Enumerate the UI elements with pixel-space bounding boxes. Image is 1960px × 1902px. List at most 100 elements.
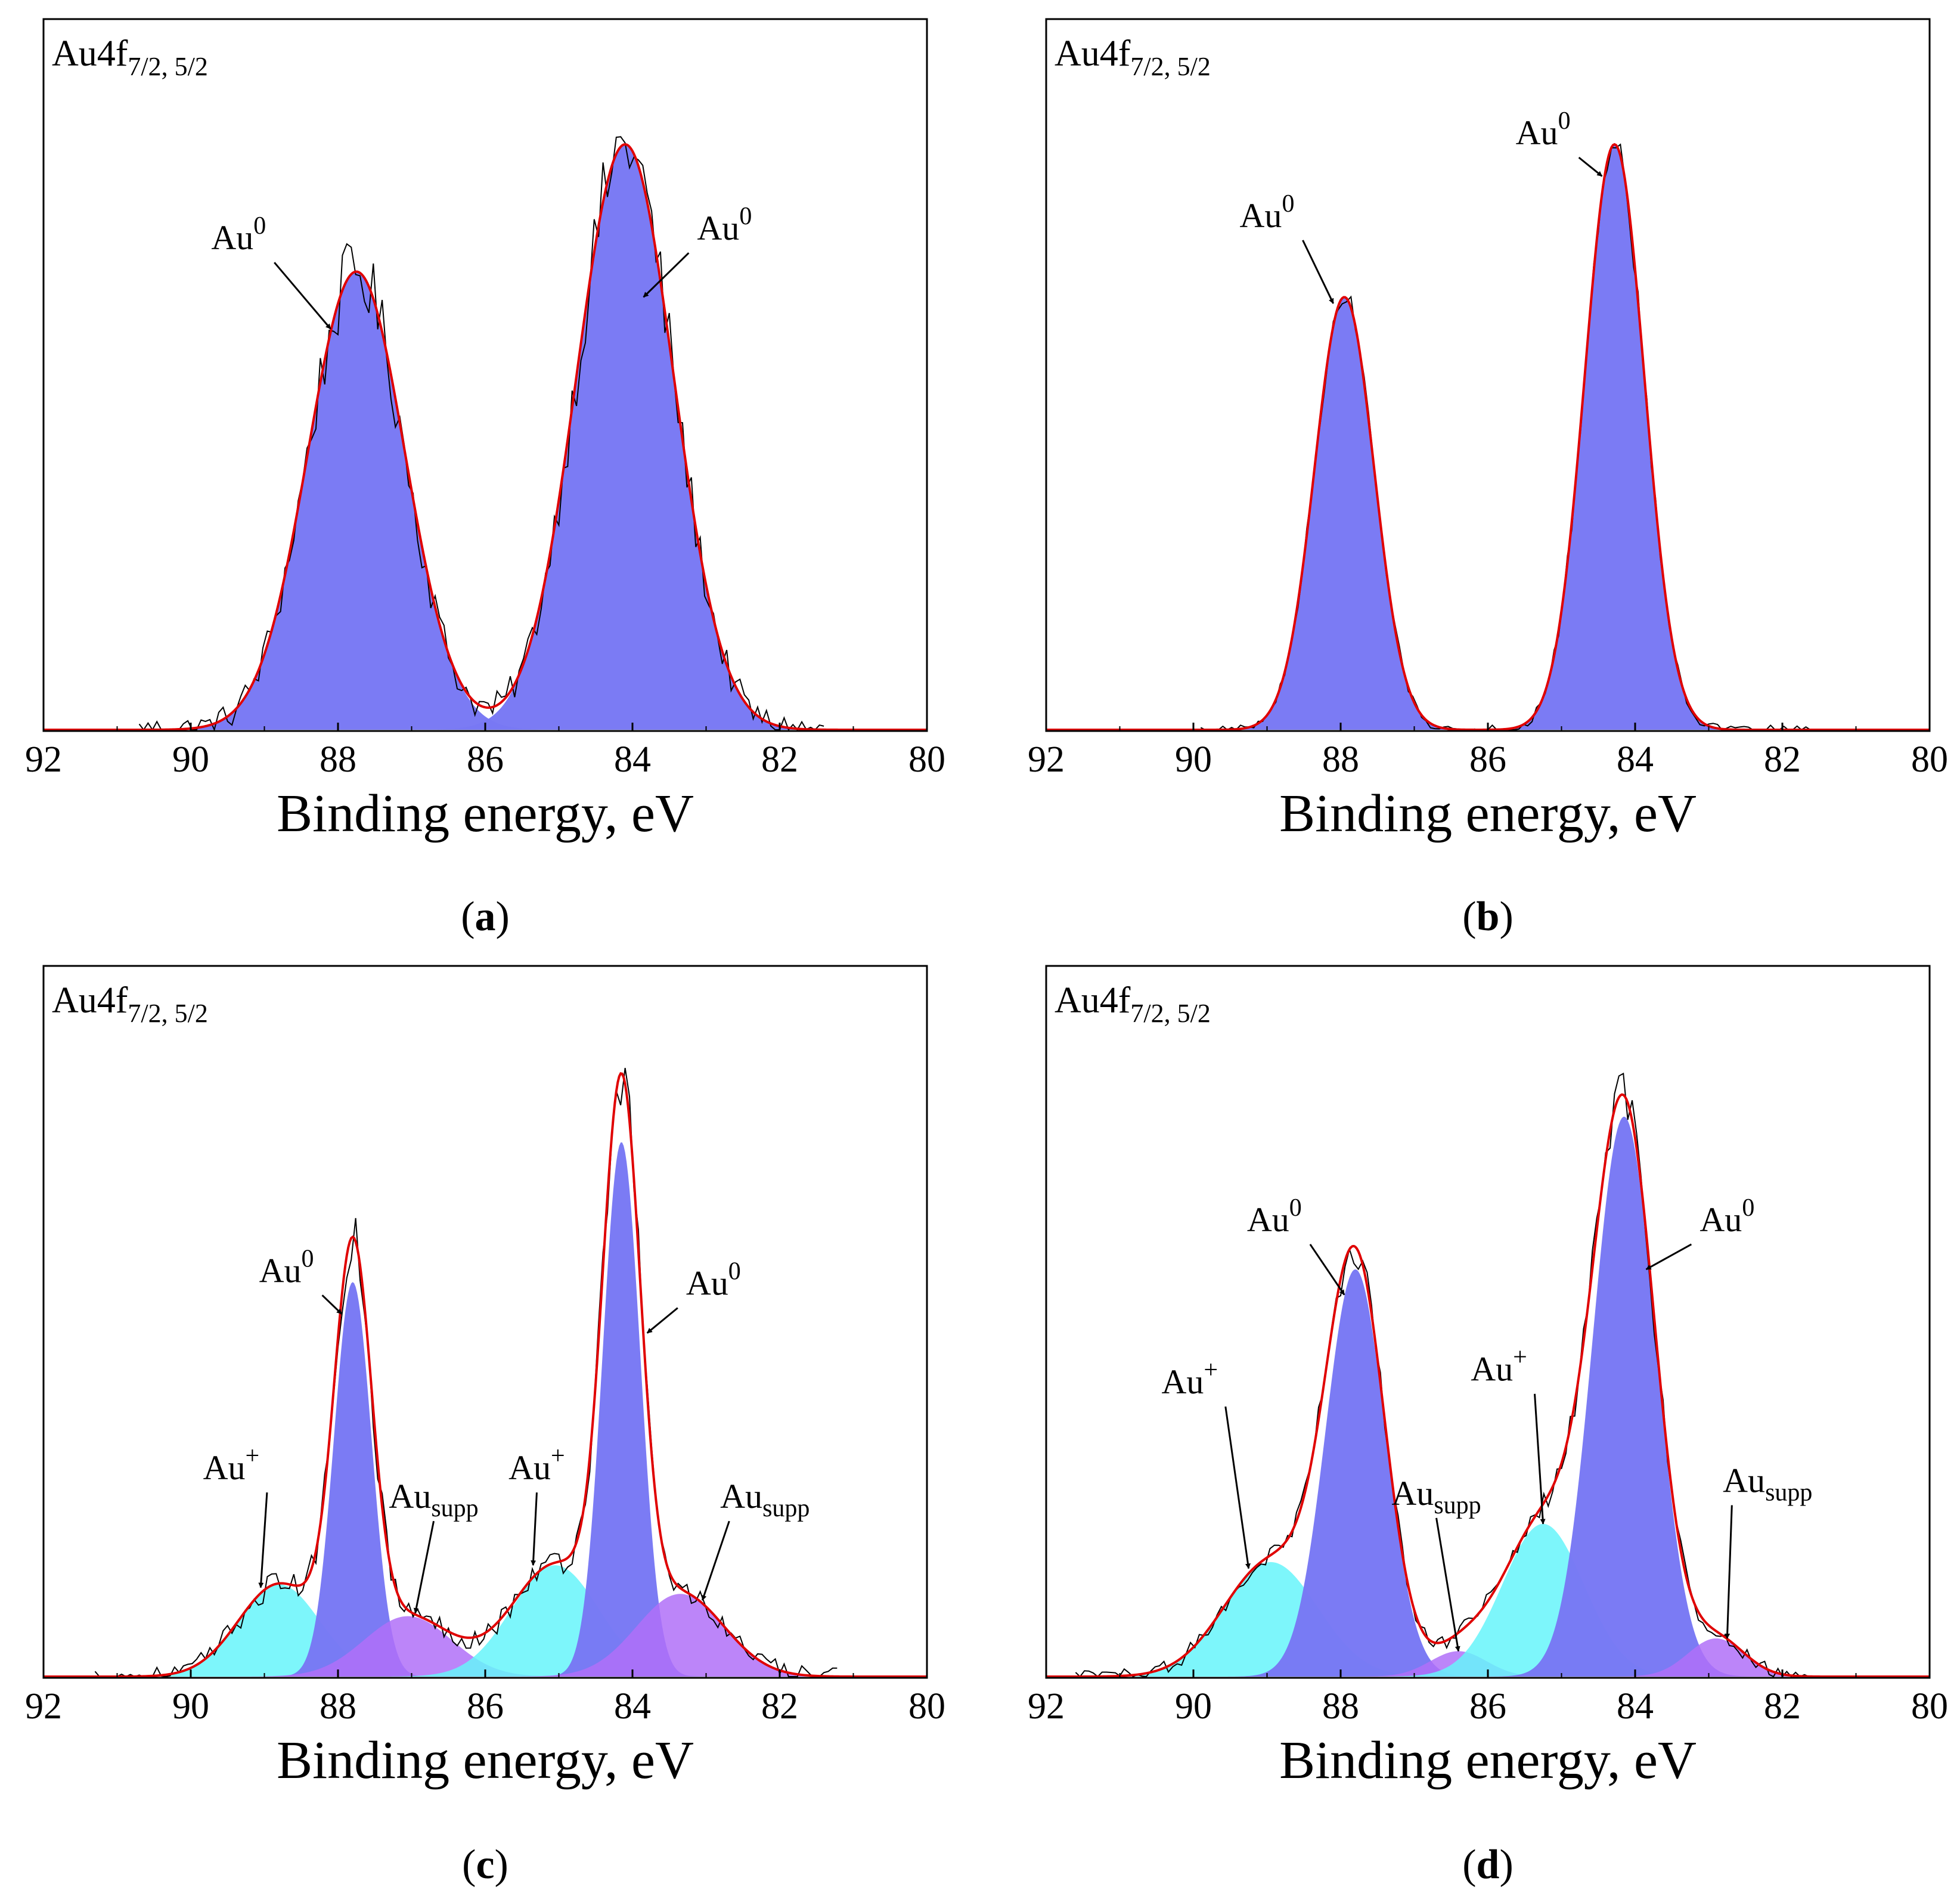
peak-label-au-supp: Ausupp bbox=[1723, 1461, 1812, 1506]
annotation-arrow bbox=[321, 1294, 343, 1315]
peak-label-script: 0 bbox=[301, 1245, 314, 1272]
annotation-arrow bbox=[701, 1520, 730, 1601]
annotation-arrow bbox=[274, 262, 331, 330]
x-tick-label: 86 bbox=[467, 1686, 504, 1727]
peak-label-main: Au bbox=[259, 1251, 302, 1290]
component-auplus-0 bbox=[44, 1584, 927, 1677]
panel-caption: (a) bbox=[461, 894, 510, 940]
peak-label-au-supp: Ausupp bbox=[1391, 1474, 1481, 1519]
x-tick-label: 92 bbox=[25, 739, 62, 780]
caption-close-paren: ) bbox=[496, 894, 510, 940]
x-tick-label: 84 bbox=[614, 739, 651, 780]
x-axis-title: Binding energy, eV bbox=[277, 1731, 694, 1790]
panel-title: Au4f7/2, 5/2 bbox=[52, 980, 208, 1028]
panel-title-subscript: 7/2, 5/2 bbox=[128, 999, 207, 1028]
component-au0-0 bbox=[1046, 297, 1930, 730]
x-tick-label: 82 bbox=[1764, 739, 1801, 780]
panel-title-main: Au4f bbox=[1055, 980, 1131, 1021]
peak-label-script: supp bbox=[431, 1495, 478, 1522]
plot-area bbox=[44, 136, 927, 731]
peak-label-au-zero: Au0 bbox=[686, 1258, 741, 1303]
peak-label-main: Au bbox=[1723, 1461, 1765, 1500]
x-axis-title: Binding energy, eV bbox=[1279, 1731, 1697, 1790]
peak-label-main: Au bbox=[1471, 1350, 1513, 1389]
peak-label-main: Au bbox=[720, 1477, 762, 1516]
peak-label-script: 0 bbox=[1742, 1194, 1754, 1222]
annotation-arrow bbox=[1435, 1517, 1460, 1652]
x-tick-label: 80 bbox=[1911, 1686, 1948, 1727]
peak-label-script: supp bbox=[1765, 1479, 1812, 1506]
peak-label-au-plus: Au+ bbox=[508, 1442, 565, 1487]
peak-label-au-zero: Au0 bbox=[259, 1245, 314, 1290]
caption-close-paren: ) bbox=[1499, 894, 1513, 940]
x-axis-title: Binding energy, eV bbox=[277, 784, 694, 843]
annotation-arrow bbox=[413, 1520, 435, 1614]
panel-title-main: Au4f bbox=[52, 980, 128, 1021]
panel-title-main: Au4f bbox=[52, 33, 128, 74]
x-tick-label: 84 bbox=[1617, 739, 1654, 780]
peak-label-script: supp bbox=[762, 1495, 810, 1522]
panel-title: Au4f7/2, 5/2 bbox=[52, 33, 208, 81]
peak-label-main: Au bbox=[1516, 113, 1558, 152]
component-au0-1 bbox=[44, 1282, 927, 1677]
peak-label-au-supp: Ausupp bbox=[389, 1477, 478, 1522]
panel-d: 92 90 88 86 84 82 80 Binding energy, eV Au4f7/2,… bbox=[1028, 965, 1948, 1888]
annotation-arrow bbox=[531, 1492, 538, 1566]
x-tick-label: 90 bbox=[1175, 739, 1212, 780]
annotation-arrow bbox=[1224, 1406, 1251, 1569]
x-tick-label: 88 bbox=[1322, 1686, 1359, 1727]
peak-label-main: Au bbox=[211, 218, 253, 257]
caption-letter: b bbox=[1477, 894, 1500, 940]
component-auplus-3 bbox=[1046, 1523, 1930, 1677]
x-tick-label: 86 bbox=[467, 739, 504, 780]
peak-label-script: 0 bbox=[1282, 190, 1294, 218]
peak-label-main: Au bbox=[389, 1477, 431, 1516]
peak-label-au-zero: Au0 bbox=[1247, 1194, 1302, 1239]
panel-title-subscript: 7/2, 5/2 bbox=[1130, 999, 1210, 1028]
raw-spectrum-line bbox=[1075, 1072, 1809, 1678]
annotation-arrow bbox=[1725, 1505, 1733, 1639]
x-tick-label: 86 bbox=[1469, 739, 1506, 780]
peak-label-script: + bbox=[1204, 1356, 1218, 1384]
raw-spectrum-line bbox=[94, 1067, 838, 1678]
annotation-arrow bbox=[646, 1307, 678, 1334]
annotation-arrow bbox=[258, 1492, 268, 1588]
peak-label-main: Au bbox=[1391, 1474, 1434, 1513]
peak-label-script: supp bbox=[1434, 1492, 1481, 1519]
x-tick-label: 92 bbox=[25, 1686, 62, 1727]
panel-title-subscript: 7/2, 5/2 bbox=[128, 52, 207, 81]
annotation-arrow bbox=[1645, 1243, 1692, 1271]
x-tick-label: 92 bbox=[1028, 739, 1065, 780]
component-au0-1 bbox=[44, 144, 927, 730]
peak-label-main: Au bbox=[697, 209, 739, 247]
x-tick-label: 84 bbox=[614, 1686, 651, 1727]
panel-caption: (b) bbox=[1462, 894, 1514, 940]
peak-label-script: 0 bbox=[728, 1258, 741, 1285]
panel-title-main: Au4f bbox=[1055, 33, 1131, 74]
peak-label-main: Au bbox=[1247, 1200, 1289, 1239]
fit-envelope-line bbox=[44, 1072, 927, 1678]
x-tick-label: 88 bbox=[320, 1686, 356, 1727]
x-tick-label: 82 bbox=[761, 1686, 798, 1727]
x-tick-label: 90 bbox=[172, 1686, 209, 1727]
caption-close-paren: ) bbox=[495, 1842, 508, 1888]
x-tick-label: 82 bbox=[1764, 1686, 1801, 1727]
peak-label-au-zero: Au0 bbox=[697, 203, 752, 247]
peak-label-au-zero: Au0 bbox=[1516, 107, 1571, 152]
x-tick-label: 84 bbox=[1617, 1686, 1654, 1727]
peak-label-au-zero: Au0 bbox=[1240, 190, 1295, 235]
x-axis-title: Binding energy, eV bbox=[1279, 784, 1697, 843]
annotation-arrow bbox=[643, 252, 690, 298]
caption-close-paren: ) bbox=[1499, 1842, 1513, 1888]
x-tick-label: 82 bbox=[761, 739, 798, 780]
plot-area bbox=[1046, 143, 1930, 731]
x-tick-label: 88 bbox=[320, 739, 356, 780]
component-au0-1 bbox=[1046, 144, 1930, 730]
peak-label-script: + bbox=[551, 1442, 565, 1470]
peak-label-au-supp: Ausupp bbox=[720, 1477, 810, 1522]
peak-label-au-zero: Au0 bbox=[1700, 1194, 1754, 1239]
panel-b: 92 90 88 86 84 82 80 Binding energy, eV Au4f7/2,… bbox=[1028, 18, 1948, 940]
annotation-arrow bbox=[1302, 240, 1335, 304]
panel-title-subscript: 7/2, 5/2 bbox=[1130, 52, 1210, 81]
